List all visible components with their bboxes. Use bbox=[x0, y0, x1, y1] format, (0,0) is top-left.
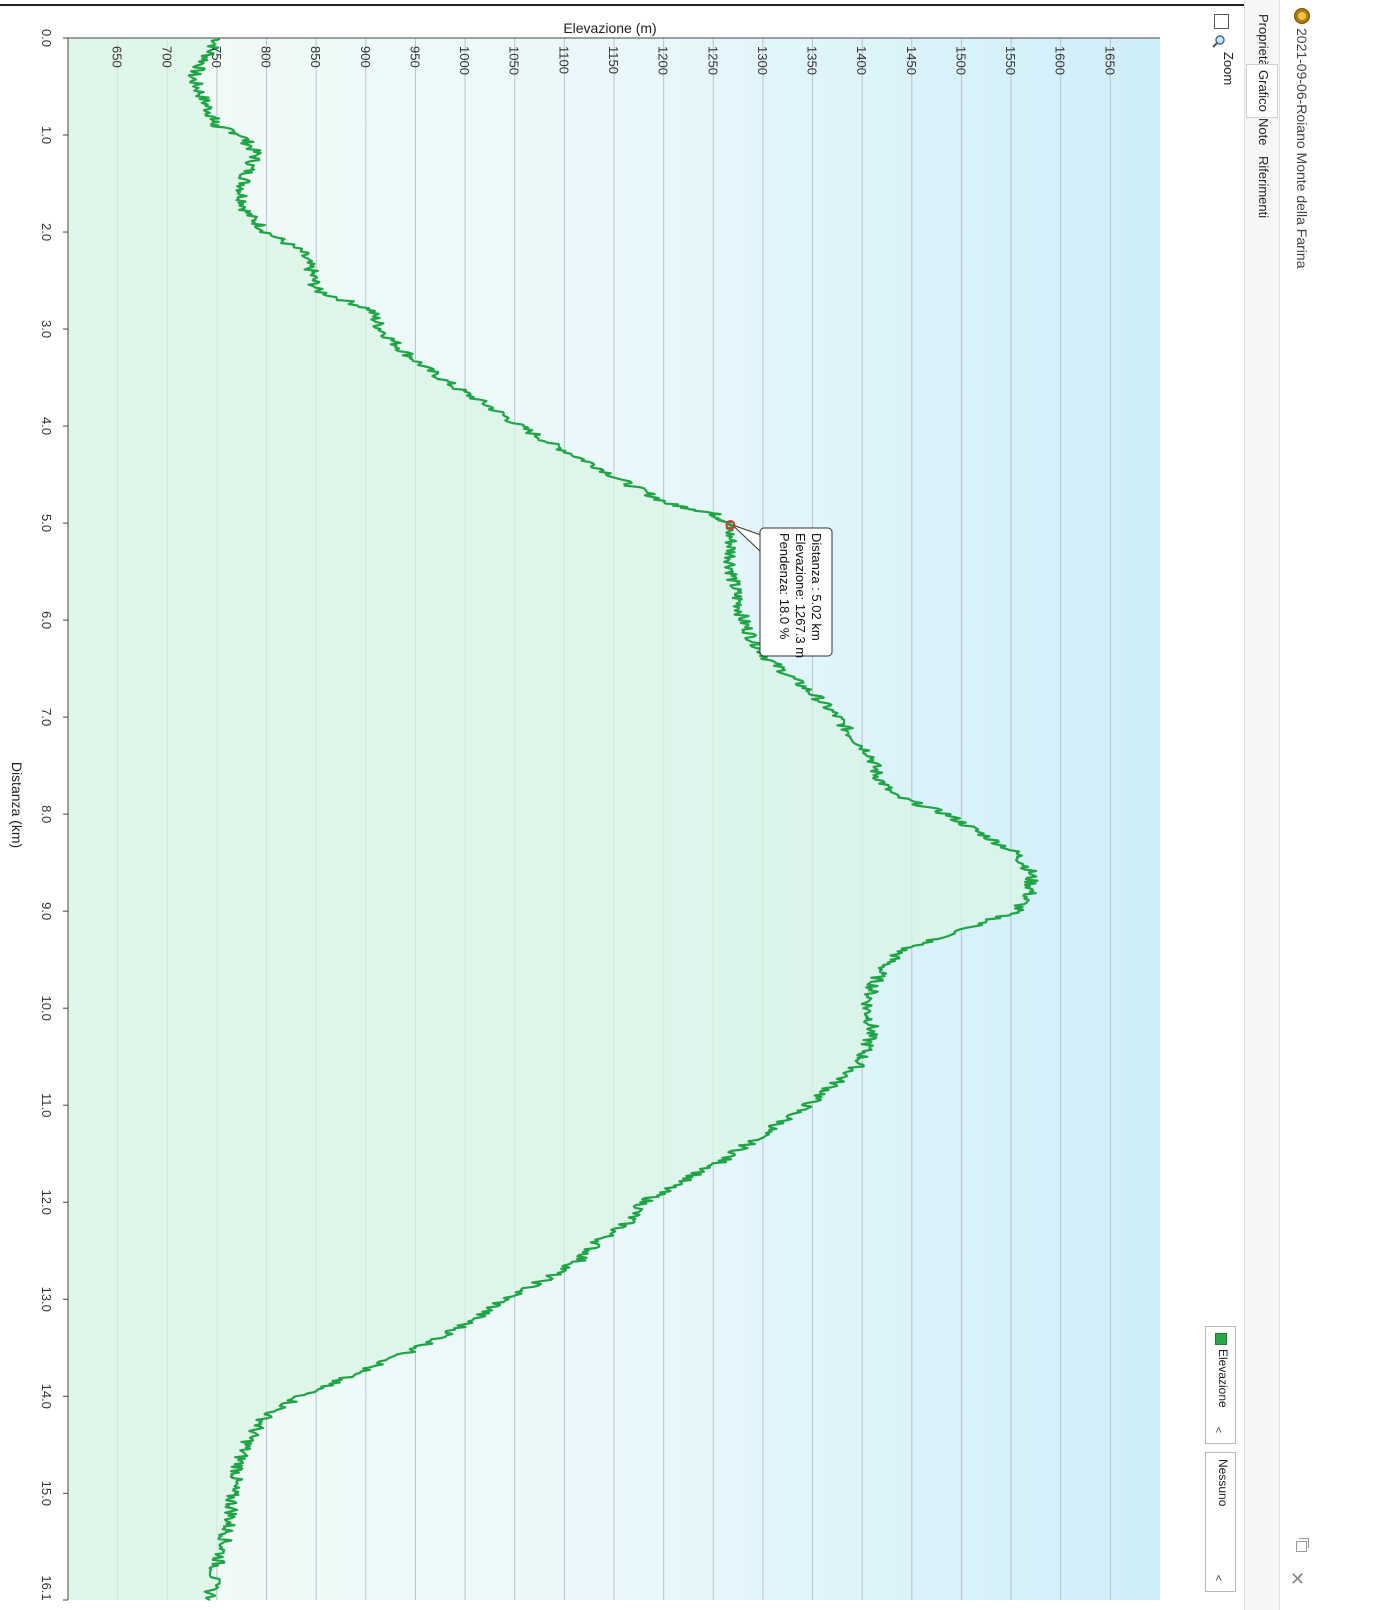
tab-label: Riferimenti bbox=[1256, 156, 1271, 219]
hover-point-marker bbox=[725, 520, 736, 531]
x-tick-label: 5.0 bbox=[39, 514, 54, 532]
y-tick-label: 650 bbox=[110, 46, 125, 68]
y-tick-label: 1250 bbox=[705, 46, 720, 75]
y-axis-ticks: 650 700 750 800 850 900 950 1000 1050 1100 1150 120… bbox=[110, 46, 1118, 75]
tab-riferimenti[interactable]: Riferimenti bbox=[1246, 150, 1278, 219]
tooltip-box bbox=[759, 527, 833, 657]
x-tick-label: 4.0 bbox=[39, 417, 54, 435]
y-tick-label: 1650 bbox=[1102, 46, 1117, 75]
x-axis-ticks: 0.0 1.0 2.0 3.0 4.0 5.0 6.0 7.0 8.0 9.0 10.0 11.0 12… bbox=[39, 29, 68, 1601]
zoom-label: Zoom bbox=[1221, 52, 1236, 86]
elevation-chart[interactable]: 0.0 1.0 2.0 3.0 4.0 5.0 6.0 7.0 8.0 9.0 10.0 11.0 12… bbox=[0, 0, 1200, 1610]
y-tick-label: 1350 bbox=[805, 46, 820, 75]
y-tick-label: 750 bbox=[209, 46, 224, 68]
y-tick-label: 850 bbox=[308, 46, 323, 68]
tooltip-distance: Distanza : 5.02 km bbox=[809, 533, 824, 641]
y-tick-label: 1300 bbox=[755, 46, 770, 75]
x-tick-label: 9.0 bbox=[39, 902, 54, 920]
secondary-dropdown-value: Nessuno bbox=[1216, 1459, 1230, 1507]
y-axis-title: Elevazione (m) bbox=[563, 20, 656, 36]
x-tick-label: 8.0 bbox=[39, 805, 54, 823]
hover-tooltip: Distanza : 5.02 km Elevazione: 1267.3 m … bbox=[725, 520, 833, 658]
restore-window-icon[interactable] bbox=[1296, 1538, 1309, 1552]
tooltip-slope: Pendenza: 18.0 % bbox=[777, 533, 792, 640]
y-tick-label: 1600 bbox=[1053, 46, 1068, 75]
tab-strip bbox=[1244, 0, 1280, 1610]
y-tick-label: 800 bbox=[259, 46, 274, 68]
x-tick-label: 3.0 bbox=[39, 320, 54, 338]
zoom-checkbox[interactable] bbox=[1214, 14, 1229, 29]
x-tick-label: 1.0 bbox=[39, 126, 54, 144]
y-tick-label: 950 bbox=[407, 46, 422, 68]
x-tick-label: 7.0 bbox=[39, 708, 54, 726]
tab-note[interactable]: Note bbox=[1246, 112, 1278, 152]
magnifier-icon bbox=[1212, 35, 1225, 48]
tab-label: Grafico bbox=[1256, 70, 1271, 112]
x-tick-label: 11.0 bbox=[39, 1093, 54, 1117]
tab-label: Note bbox=[1256, 118, 1271, 146]
elevation-area bbox=[68, 38, 1038, 1600]
y-tick-label: 1050 bbox=[507, 46, 522, 75]
y-tick-label: 1450 bbox=[904, 46, 919, 75]
tab-label: Proprietà bbox=[1256, 14, 1271, 67]
x-tick-label: 16.1 bbox=[39, 1575, 54, 1600]
zoom-toggle[interactable]: Zoom bbox=[1208, 14, 1238, 86]
x-tick-label: 0.0 bbox=[39, 29, 54, 47]
x-tick-label: 2.0 bbox=[39, 223, 54, 241]
x-axis-title: Distanza (km) bbox=[9, 762, 25, 848]
series-dropdown[interactable]: Elevazione < bbox=[1205, 1326, 1236, 1444]
y-tick-label: 900 bbox=[358, 46, 373, 68]
close-icon[interactable]: ✕ bbox=[1290, 1569, 1306, 1589]
y-tick-label: 1150 bbox=[606, 46, 621, 74]
elevation-line bbox=[187, 37, 1039, 1601]
chevron-down-icon: < bbox=[1212, 1426, 1225, 1434]
y-tick-label: 1100 bbox=[556, 46, 571, 74]
y-tick-label: 1000 bbox=[457, 46, 472, 75]
series-color-swatch bbox=[1215, 1333, 1227, 1345]
x-tick-label: 6.0 bbox=[39, 611, 54, 629]
chevron-down-icon: < bbox=[1212, 1574, 1225, 1582]
tab-proprieta[interactable]: Proprietà bbox=[1246, 8, 1278, 70]
secondary-series-dropdown[interactable]: Nessuno < bbox=[1205, 1452, 1236, 1592]
series-dropdown-value: Elevazione bbox=[1216, 1349, 1230, 1408]
top-border bbox=[0, 0, 1379, 6]
y-tick-label: 1200 bbox=[656, 46, 671, 75]
y-tick-label: 700 bbox=[159, 46, 174, 68]
y-tick-label: 1550 bbox=[1003, 46, 1018, 75]
x-tick-label: 12.0 bbox=[39, 1190, 54, 1215]
tooltip-elevation: Elevazione: 1267.3 m bbox=[793, 533, 808, 658]
x-tick-label: 14.0 bbox=[39, 1384, 54, 1409]
x-tick-label: 10.0 bbox=[39, 996, 54, 1021]
y-tick-label: 1400 bbox=[854, 46, 869, 75]
tab-grafico[interactable]: Grafico bbox=[1246, 64, 1278, 118]
x-tick-label: 15.0 bbox=[39, 1481, 54, 1506]
x-tick-label: 13.0 bbox=[39, 1287, 54, 1312]
window-title: 2021-09-06-Roiano Monte della Farina bbox=[1294, 28, 1310, 269]
y-tick-label: 1500 bbox=[953, 46, 968, 75]
app-globe-icon bbox=[1294, 8, 1310, 24]
